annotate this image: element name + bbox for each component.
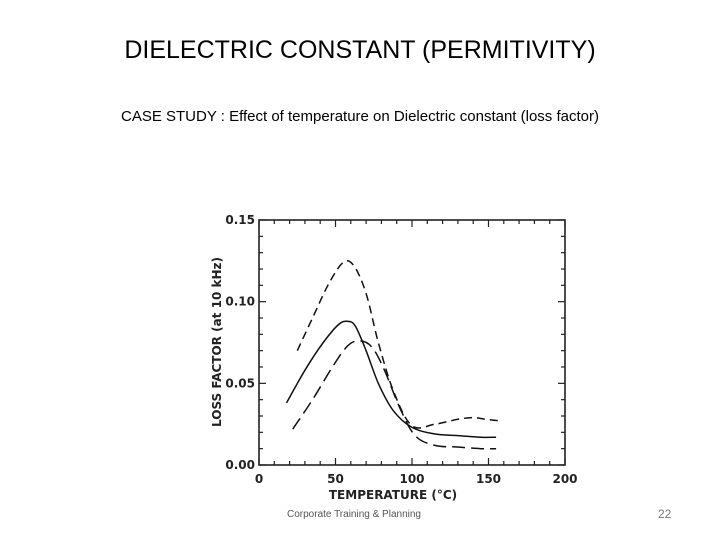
- slide-title: DIELECTRIC CONSTANT (PERMITIVITY): [124, 36, 596, 64]
- y-tick-label: 0.10: [225, 295, 255, 309]
- x-axis-title: TEMPERATURE (°C): [329, 488, 457, 502]
- series-lines: [285, 259, 501, 450]
- page-number: 22: [658, 507, 672, 521]
- series-line-solid: [285, 320, 497, 439]
- series-line-long-dash: [292, 340, 497, 450]
- footer-text: Corporate Training & Planning: [287, 509, 421, 520]
- tick-labels: 0 50 100 150 200 0.00 0.05 0.10 0.15: [225, 213, 577, 486]
- series-line-dashed: [296, 259, 501, 429]
- x-tick-label: 200: [552, 472, 577, 486]
- subtitle-text: Effect of temperature on Dielectric cons…: [229, 108, 599, 125]
- x-tick-label: 50: [327, 472, 344, 486]
- y-tick-label: 0.15: [225, 213, 255, 227]
- x-tick-label: 150: [476, 472, 501, 486]
- subtitle-lead: CASE STUDY :: [121, 108, 230, 125]
- loss-factor-chart: 0 50 100 150 200 0.00 0.05 0.10 0.15 TEMPERATURE…: [210, 213, 578, 502]
- x-tick-label: 0: [255, 472, 263, 486]
- y-tick-label: 0.00: [225, 458, 255, 472]
- axis-ticks: [258, 219, 566, 466]
- slide-subtitle: CASE STUDY : Effect of temperature on Di…: [0, 108, 720, 125]
- y-axis-title: LOSS FACTOR (at 10 kHz): [210, 257, 224, 427]
- x-tick-label: 100: [399, 472, 424, 486]
- y-tick-label: 0.05: [225, 376, 255, 390]
